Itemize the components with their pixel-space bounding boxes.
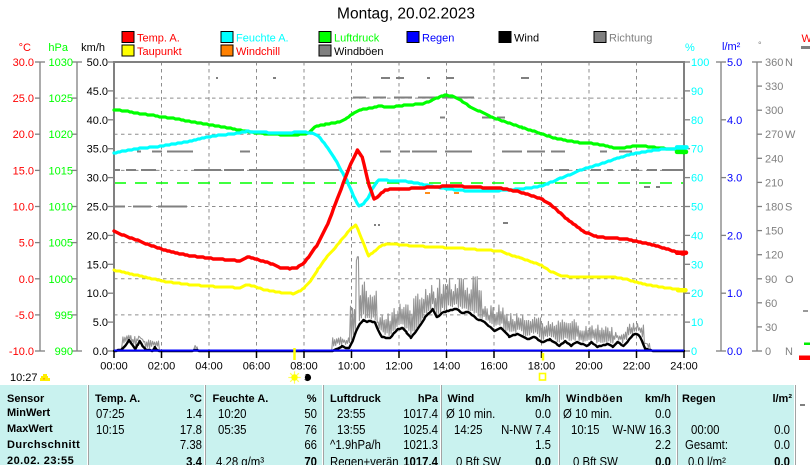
svg-text:50.0: 50.0: [87, 57, 108, 69]
svg-text:12:00: 12:00: [385, 361, 413, 373]
svg-text:l/m²: l/m²: [722, 41, 741, 53]
svg-text:25.0: 25.0: [13, 93, 34, 105]
svg-text:0.0: 0.0: [727, 346, 742, 358]
svg-text:10: 10: [691, 317, 703, 329]
svg-text:14:00: 14:00: [433, 361, 461, 373]
svg-text:18:00: 18:00: [528, 361, 556, 373]
svg-text:100: 100: [691, 57, 709, 69]
svg-text:360: 360: [765, 57, 783, 69]
svg-text:-5.0: -5.0: [15, 310, 34, 322]
svg-text:20.0: 20.0: [87, 230, 108, 242]
svg-text:4.0: 4.0: [727, 115, 742, 127]
svg-text:Montag, 20.02.2023: Montag, 20.02.2023: [337, 6, 475, 23]
svg-text:70: 70: [691, 144, 703, 156]
svg-text:Taupunkt: Taupunkt: [137, 46, 182, 58]
svg-text:990: 990: [55, 346, 73, 358]
svg-text:W: W: [785, 129, 796, 141]
svg-text:995: 995: [55, 310, 73, 322]
svg-text:Windchill: Windchill: [236, 46, 280, 58]
svg-text:°C: °C: [19, 42, 31, 54]
svg-text:1010: 1010: [49, 202, 73, 214]
svg-text:3.0: 3.0: [727, 173, 742, 185]
svg-text:Wind: Wind: [514, 33, 539, 45]
svg-text:20: 20: [691, 288, 703, 300]
svg-text:08:00: 08:00: [290, 361, 318, 373]
svg-text:150: 150: [765, 226, 783, 238]
svg-text:1005: 1005: [49, 238, 73, 250]
svg-text:Temp. A.: Temp. A.: [137, 33, 180, 45]
svg-text:0: 0: [765, 346, 771, 358]
svg-text:20.0: 20.0: [13, 129, 34, 141]
svg-text:50: 50: [691, 202, 703, 214]
svg-text:90: 90: [691, 86, 703, 98]
svg-text:300: 300: [765, 105, 783, 117]
svg-text:1025: 1025: [49, 93, 73, 105]
svg-text:330: 330: [765, 81, 783, 93]
svg-text:270: 270: [765, 129, 783, 141]
svg-text:1.0: 1.0: [727, 288, 742, 300]
svg-text:180: 180: [765, 202, 783, 214]
svg-text:-10.0: -10.0: [9, 346, 34, 358]
svg-text:°: °: [758, 40, 762, 50]
svg-text:15.0: 15.0: [87, 259, 108, 271]
svg-text:06:00: 06:00: [243, 361, 271, 373]
svg-text:30.0: 30.0: [87, 173, 108, 185]
svg-text:80: 80: [691, 115, 703, 127]
svg-text:1000: 1000: [49, 274, 73, 286]
svg-text:N: N: [785, 346, 793, 358]
svg-text:hPa: hPa: [48, 42, 68, 54]
svg-text:16:00: 16:00: [480, 361, 508, 373]
svg-text:30: 30: [765, 322, 777, 334]
svg-text:Feuchte A.: Feuchte A.: [236, 33, 289, 45]
svg-text:S: S: [785, 202, 792, 214]
svg-text:30.0: 30.0: [13, 57, 34, 69]
svg-text:24:00: 24:00: [670, 361, 698, 373]
svg-text:40.0: 40.0: [87, 115, 108, 127]
svg-text:2.0: 2.0: [727, 230, 742, 242]
svg-text:Richtung: Richtung: [609, 33, 652, 45]
svg-text:40: 40: [691, 230, 703, 242]
svg-text:5.0: 5.0: [19, 238, 34, 250]
svg-text:10.0: 10.0: [13, 202, 34, 214]
svg-text:10.0: 10.0: [87, 288, 108, 300]
svg-text:1020: 1020: [49, 129, 73, 141]
svg-text:%: %: [685, 42, 695, 54]
svg-text:15.0: 15.0: [13, 165, 34, 177]
svg-text:5.0: 5.0: [727, 57, 742, 69]
svg-text:W: W: [802, 33, 810, 45]
svg-text:km/h: km/h: [81, 42, 105, 54]
svg-text:90: 90: [765, 274, 777, 286]
svg-text:10:27: 10:27: [10, 372, 38, 384]
svg-text:5.0: 5.0: [93, 317, 108, 329]
svg-text:210: 210: [765, 177, 783, 189]
svg-text:Windböen: Windböen: [334, 46, 384, 58]
svg-text:30: 30: [691, 259, 703, 271]
svg-text:0.0: 0.0: [19, 274, 34, 286]
svg-text:0.0: 0.0: [93, 346, 108, 358]
svg-text:04:00: 04:00: [195, 361, 223, 373]
svg-text:0: 0: [691, 346, 697, 358]
svg-text:20:00: 20:00: [575, 361, 603, 373]
svg-text:25.0: 25.0: [87, 202, 108, 214]
svg-text:1015: 1015: [49, 165, 73, 177]
svg-text:10:00: 10:00: [338, 361, 366, 373]
svg-text:02:00: 02:00: [148, 361, 176, 373]
svg-text:60: 60: [765, 298, 777, 310]
svg-text:O: O: [785, 274, 794, 286]
svg-text:45.0: 45.0: [87, 86, 108, 98]
svg-text:Luftdruck: Luftdruck: [334, 33, 380, 45]
svg-text:00:00: 00:00: [100, 361, 128, 373]
svg-text:240: 240: [765, 153, 783, 165]
svg-text:N: N: [785, 57, 793, 69]
svg-text:35.0: 35.0: [87, 144, 108, 156]
svg-text:1030: 1030: [49, 57, 73, 69]
svg-text:60: 60: [691, 173, 703, 185]
svg-text:22:00: 22:00: [623, 361, 651, 373]
svg-text:120: 120: [765, 250, 783, 262]
svg-text:Regen: Regen: [422, 33, 454, 45]
